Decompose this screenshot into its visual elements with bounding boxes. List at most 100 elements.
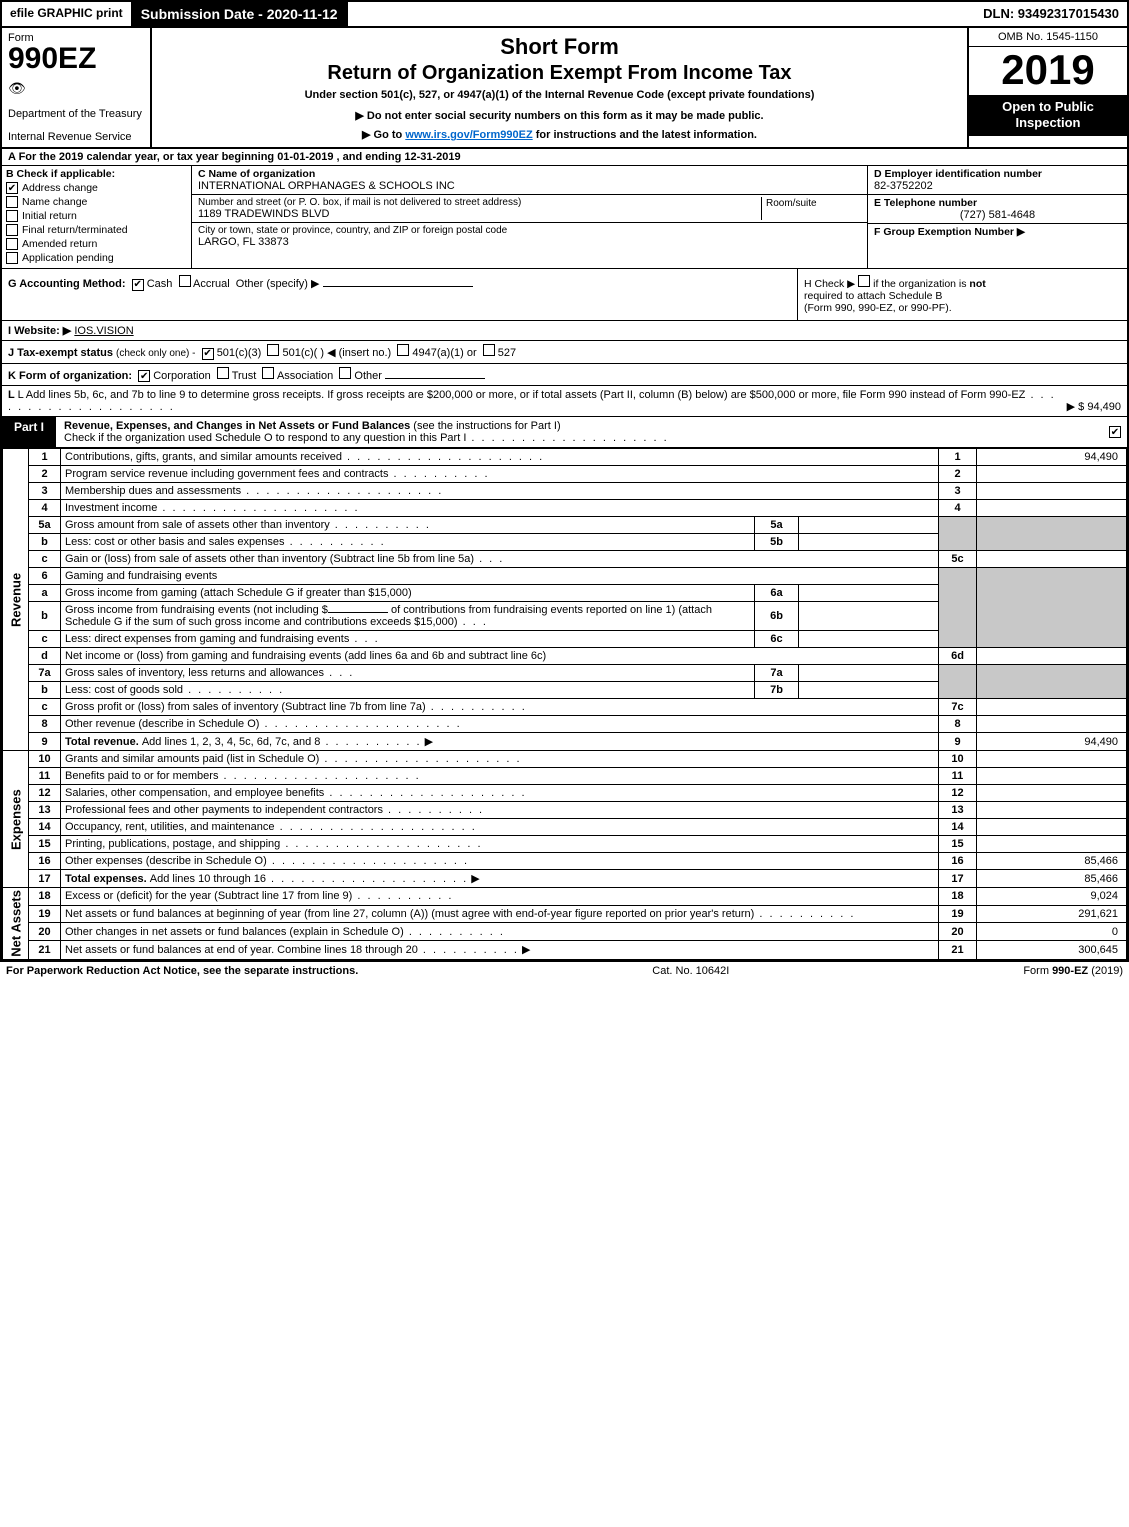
ein-value: 82-3752202 <box>874 180 1121 192</box>
table-row: 9 Total revenue. Add lines 1, 2, 3, 4, 5… <box>3 733 1127 751</box>
k-corp-checkbox[interactable] <box>138 370 150 382</box>
form-number: 990EZ <box>8 44 144 74</box>
table-row: c Gross profit or (loss) from sales of i… <box>3 699 1127 716</box>
l6b-amount-input[interactable] <box>328 612 388 613</box>
h-text1: H Check ▶ <box>804 278 855 290</box>
initial-return-checkbox[interactable] <box>6 210 18 222</box>
website-value[interactable]: IOS.VISION <box>74 325 133 337</box>
form-subtitle-2: ▶ Do not enter social security numbers o… <box>160 109 959 122</box>
g-label: G Accounting Method: <box>8 278 126 290</box>
table-row: 16 Other expenses (describe in Schedule … <box>3 853 1127 870</box>
form-990ez-page: efile GRAPHIC print Submission Date - 20… <box>0 0 1129 962</box>
table-row: 14 Occupancy, rent, utilities, and maint… <box>3 819 1127 836</box>
entity-block: B Check if applicable: Address change Na… <box>2 166 1127 269</box>
city-state-zip: LARGO, FL 33873 <box>198 236 861 248</box>
address-change-checkbox[interactable] <box>6 182 18 194</box>
open-to-public-inspection: Open to Public Inspection <box>969 95 1127 136</box>
h-checkbox[interactable] <box>858 275 870 287</box>
department-label: Department of the Treasury <box>8 108 144 120</box>
amended-return-checkbox[interactable] <box>6 238 18 250</box>
l-amount-prefix: ▶ $ <box>1067 401 1085 413</box>
rln: 1 <box>939 449 977 466</box>
form-title-2: Return of Organization Exempt From Incom… <box>160 62 959 85</box>
c-label: C Name of organization <box>198 168 861 180</box>
schedule-o-checkbox[interactable] <box>1109 426 1121 438</box>
omb-number: OMB No. 1545-1150 <box>969 28 1127 47</box>
k-trust-checkbox[interactable] <box>217 367 229 379</box>
j-527-checkbox[interactable] <box>483 344 495 356</box>
j-501c-checkbox[interactable] <box>267 344 279 356</box>
application-pending-checkbox[interactable] <box>6 252 18 264</box>
j-opt4: 527 <box>498 347 516 359</box>
table-row: 20 Other changes in net assets or fund b… <box>3 923 1127 941</box>
name-change-label: Name change <box>22 196 87 208</box>
table-row: 11 Benefits paid to or for members 11 <box>3 768 1127 785</box>
irs-link[interactable]: www.irs.gov/Form990EZ <box>405 129 532 141</box>
city-label: City or town, state or province, country… <box>198 225 861 236</box>
section-h: H Check ▶ if the organization is not req… <box>797 269 1127 320</box>
form-title-1: Short Form <box>160 34 959 60</box>
room-suite-label: Room/suite <box>766 198 817 209</box>
initial-return-label: Initial return <box>22 210 77 222</box>
l5a-subval <box>799 517 939 534</box>
part-i-title-hint: (see the instructions for Part I) <box>413 420 560 432</box>
final-return-label: Final return/terminated <box>22 224 128 236</box>
application-pending-label: Application pending <box>22 252 114 264</box>
cash-checkbox[interactable] <box>132 279 144 291</box>
sub3-post: for instructions and the latest informat… <box>533 129 757 141</box>
j-501c3-checkbox[interactable] <box>202 348 214 360</box>
table-row: 5a Gross amount from sale of assets othe… <box>3 517 1127 534</box>
other-specify-input[interactable] <box>323 286 473 287</box>
j-hint: (check only one) - <box>116 348 195 359</box>
header-left: Form 990EZ 👁 Department of the Treasury … <box>2 28 152 147</box>
table-row: 6 Gaming and fundraising events <box>3 568 1127 585</box>
k-assoc-checkbox[interactable] <box>262 367 274 379</box>
table-row: 4 Investment income 4 <box>3 500 1127 517</box>
l-amount: 94,490 <box>1087 401 1121 413</box>
d-label: D Employer identification number <box>874 168 1121 180</box>
k-corp: Corporation <box>153 370 210 382</box>
k-assoc: Association <box>277 370 333 382</box>
ln: 1 <box>29 449 61 466</box>
table-row: c Gain or (loss) from sale of assets oth… <box>3 551 1127 568</box>
section-b: B Check if applicable: Address change Na… <box>2 166 192 268</box>
table-row: 15 Printing, publications, postage, and … <box>3 836 1127 853</box>
name-change-checkbox[interactable] <box>6 196 18 208</box>
j-opt2: 501(c)( ) ◀ (insert no.) <box>283 347 392 359</box>
table-row: Net Assets 18 Excess or (deficit) for th… <box>3 888 1127 906</box>
netassets-side-label: Net Assets <box>3 888 29 960</box>
page-footer: For Paperwork Reduction Act Notice, see … <box>0 962 1129 980</box>
part-i-title-text: Revenue, Expenses, and Changes in Net As… <box>64 420 410 432</box>
j-4947-checkbox[interactable] <box>397 344 409 356</box>
table-row: 2 Program service revenue including gove… <box>3 466 1127 483</box>
section-l: L L Add lines 5b, 6c, and 7b to line 9 t… <box>2 386 1127 417</box>
irs-label: Internal Revenue Service <box>8 131 144 143</box>
l1-desc: Contributions, gifts, grants, and simila… <box>65 451 342 463</box>
section-i: I Website: ▶ IOS.VISION <box>2 321 1127 341</box>
table-row: 17 Total expenses. Add lines 10 through … <box>3 870 1127 888</box>
expenses-side-label: Expenses <box>3 751 29 888</box>
k-other-checkbox[interactable] <box>339 367 351 379</box>
l1-amt: 94,490 <box>977 449 1127 466</box>
h-not: not <box>969 278 985 290</box>
k-other-input[interactable] <box>385 378 485 379</box>
efile-graphic-print[interactable]: efile GRAPHIC print <box>2 2 131 26</box>
final-return-checkbox[interactable] <box>6 224 18 236</box>
table-row: 13 Professional fees and other payments … <box>3 802 1127 819</box>
table-row: 7a Gross sales of inventory, less return… <box>3 665 1127 682</box>
part-i-header: Part I Revenue, Expenses, and Changes in… <box>2 417 1127 448</box>
accrual-checkbox[interactable] <box>179 275 191 287</box>
section-j: J Tax-exempt status (check only one) - 5… <box>2 341 1127 364</box>
submission-date-button[interactable]: Submission Date - 2020-11-12 <box>131 2 348 26</box>
amended-return-label: Amended return <box>22 238 97 250</box>
cash-label: Cash <box>147 278 173 290</box>
footer-left: For Paperwork Reduction Act Notice, see … <box>6 965 358 977</box>
header-middle: Short Form Return of Organization Exempt… <box>152 28 967 147</box>
form-header: Form 990EZ 👁 Department of the Treasury … <box>2 28 1127 149</box>
schedule-o-check-wrap <box>1109 417 1127 447</box>
footer-cat-no: Cat. No. 10642I <box>358 965 1023 977</box>
h-text2: if the organization is <box>873 278 966 290</box>
table-row: Revenue 1 Contributions, gifts, grants, … <box>3 449 1127 466</box>
addr-label: Number and street (or P. O. box, if mail… <box>198 197 761 208</box>
phone-value: (727) 581-4648 <box>874 209 1121 221</box>
